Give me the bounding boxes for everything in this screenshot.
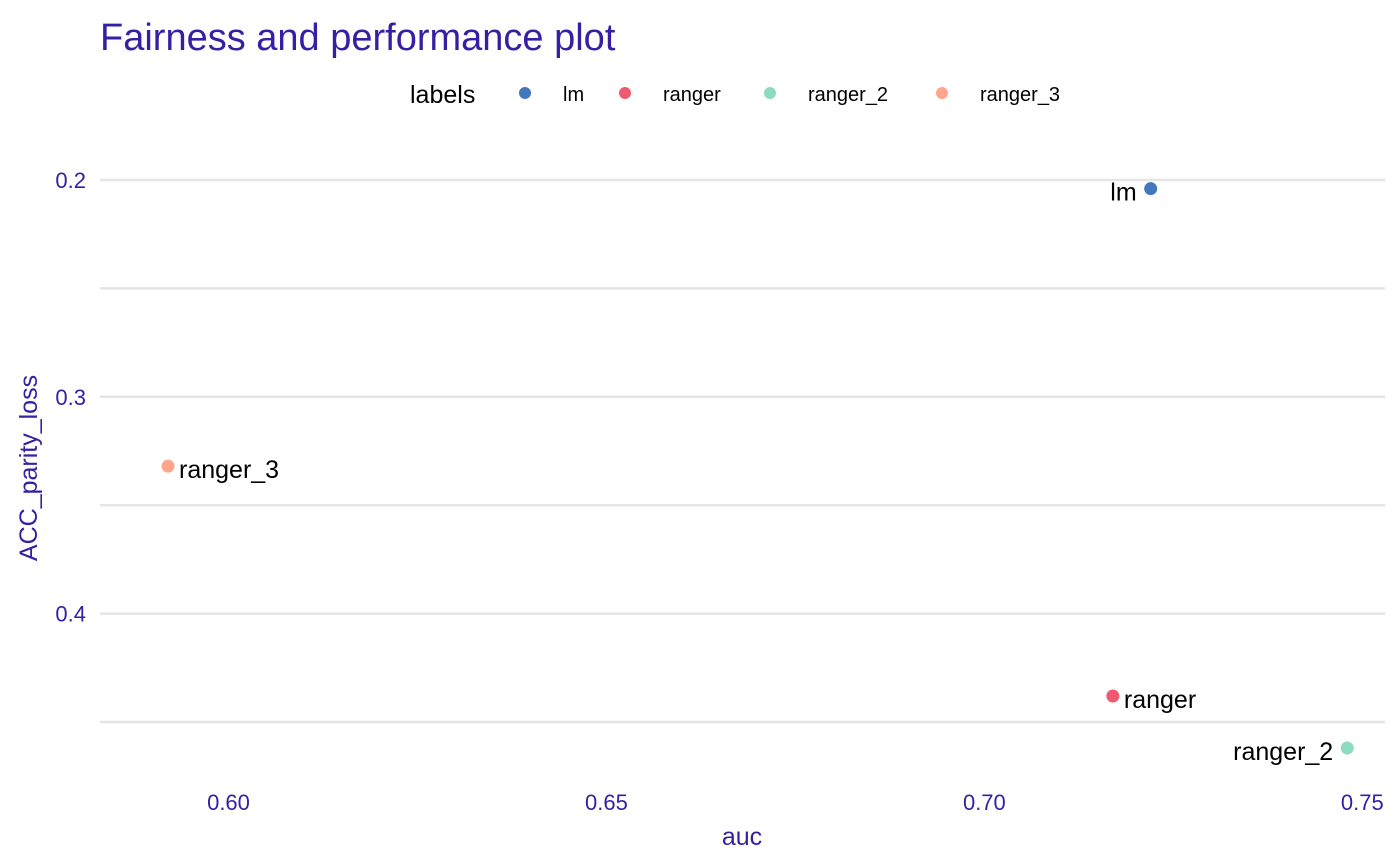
- x-axis-ticks: 0.60 0.65 0.70 0.75: [207, 790, 1384, 815]
- x-tick-label: 0.65: [585, 790, 628, 815]
- data-point-ranger_2: [1340, 741, 1354, 755]
- legend: labels lm ranger ranger_2 ranger_3: [410, 81, 1060, 109]
- x-tick-label: 0.60: [207, 790, 250, 815]
- point-label-ranger_2: ranger_2: [1233, 738, 1333, 766]
- legend-label-lm: lm: [563, 84, 584, 106]
- legend-label-ranger: ranger: [663, 84, 721, 106]
- point-label-ranger_3: ranger_3: [179, 456, 279, 484]
- legend-marker-ranger: [619, 87, 631, 99]
- legend-label-ranger_2: ranger_2: [808, 84, 888, 106]
- y-tick-label: 0.4: [55, 602, 86, 627]
- x-tick-label: 0.70: [963, 790, 1006, 815]
- chart-title: Fairness and performance plot: [100, 17, 616, 59]
- legend-label-ranger_3: ranger_3: [980, 84, 1060, 106]
- data-point-ranger: [1106, 689, 1120, 703]
- data-points: lm ranger ranger_2 ranger_3: [161, 179, 1354, 766]
- legend-marker-lm: [519, 87, 531, 99]
- point-label-lm: lm: [1110, 179, 1136, 207]
- legend-title: labels: [410, 81, 475, 109]
- data-point-lm: [1144, 182, 1158, 196]
- x-tick-label: 0.75: [1341, 790, 1384, 815]
- legend-marker-ranger_2: [764, 87, 776, 99]
- y-axis-title: ACC_parity_loss: [15, 375, 43, 561]
- y-tick-label: 0.2: [55, 168, 86, 193]
- point-label-ranger: ranger: [1124, 686, 1196, 714]
- legend-marker-ranger_3: [936, 87, 948, 99]
- gridlines: [100, 178, 1385, 724]
- y-tick-label: 0.3: [55, 385, 86, 410]
- x-axis-title: auc: [722, 823, 762, 851]
- y-axis-ticks: 0.2 0.3 0.4: [55, 168, 86, 627]
- data-point-ranger_3: [161, 459, 175, 473]
